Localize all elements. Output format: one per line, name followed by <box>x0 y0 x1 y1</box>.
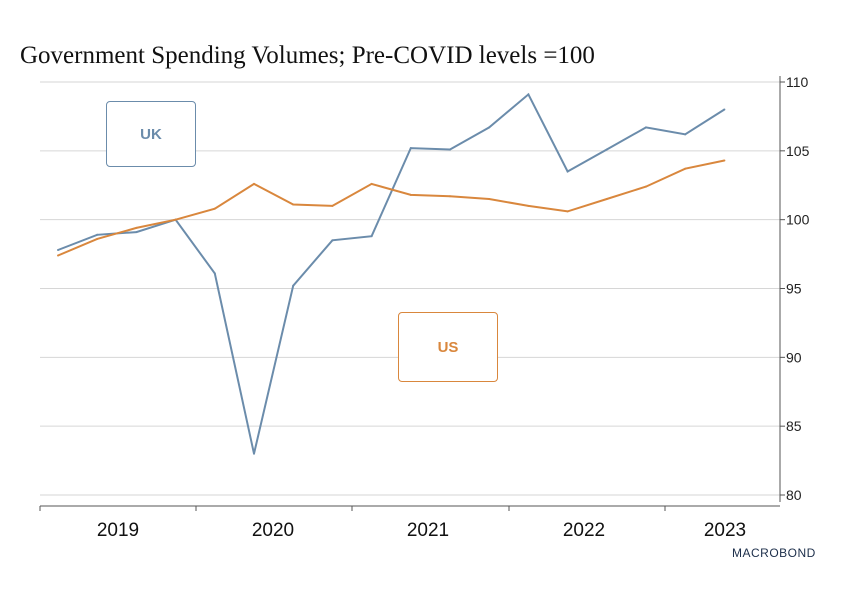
data-point-us <box>566 210 569 213</box>
data-point-uk <box>449 148 451 151</box>
data-point-uk <box>488 126 491 129</box>
data-point-us <box>488 198 491 201</box>
series-lines <box>57 92 726 455</box>
data-point-uk <box>135 231 138 234</box>
x-tick-label: 2023 <box>704 520 746 541</box>
data-point-us <box>57 254 59 257</box>
x-tick-label: 2021 <box>407 520 449 541</box>
series-line-us <box>57 159 725 257</box>
axes <box>39 76 785 511</box>
data-point-uk <box>253 452 255 455</box>
legend-label-uk: UK <box>106 101 196 167</box>
data-point-uk <box>566 170 569 173</box>
data-point-uk <box>409 147 412 150</box>
data-point-us <box>135 226 138 229</box>
data-point-uk <box>605 148 608 151</box>
y-tick-label: 95 <box>786 281 802 297</box>
data-point-us <box>174 218 177 221</box>
y-tick-labels: 110 105 100 95 90 85 80 <box>786 74 810 503</box>
data-point-us <box>605 198 608 201</box>
data-point-uk <box>645 126 647 129</box>
data-point-uk <box>370 235 373 238</box>
source-logo: MACROBOND <box>732 546 816 560</box>
data-point-uk <box>292 284 295 287</box>
data-point-us <box>292 203 295 206</box>
legend-label-us: US <box>398 312 498 382</box>
data-point-us <box>527 204 530 207</box>
data-point-us <box>645 185 647 188</box>
y-tick-label: 105 <box>786 143 810 159</box>
data-point-uk <box>96 233 99 236</box>
x-tick-label: 2022 <box>563 520 605 541</box>
chart-title: Government Spending Volumes; Pre-COVID l… <box>20 42 595 69</box>
data-point-uk <box>723 108 726 111</box>
y-tick-label: 100 <box>786 212 810 228</box>
x-tick-labels: 2019 2020 2021 2022 2023 <box>97 520 746 541</box>
data-point-uk <box>331 239 334 242</box>
data-point-uk <box>213 272 216 275</box>
x-tick-label: 2019 <box>97 520 139 541</box>
y-tick-label: 80 <box>786 487 802 503</box>
data-point-us <box>253 182 255 185</box>
data-point-us <box>370 182 373 185</box>
data-point-us <box>723 159 726 162</box>
data-point-us <box>331 204 334 207</box>
data-point-uk <box>57 248 59 251</box>
data-point-us <box>409 193 412 196</box>
y-tick-label: 85 <box>786 418 802 434</box>
data-point-us <box>449 195 451 198</box>
y-tick-label: 90 <box>786 349 802 365</box>
x-tick-label: 2020 <box>252 520 294 541</box>
data-point-uk <box>527 93 530 96</box>
data-point-us <box>684 167 687 170</box>
data-point-us <box>96 237 99 240</box>
data-point-us <box>213 207 216 210</box>
data-point-uk <box>684 133 687 136</box>
y-tick-label: 110 <box>786 74 809 90</box>
